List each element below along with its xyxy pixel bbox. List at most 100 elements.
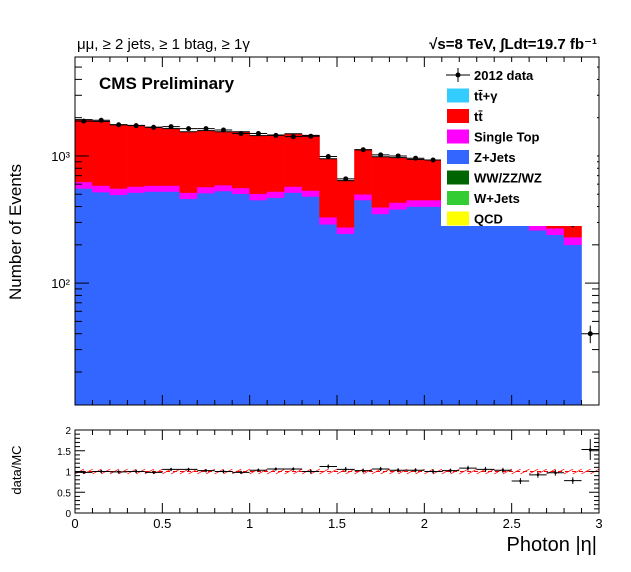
data-point [395,153,401,159]
bar-segment [162,185,181,192]
x-tick-label: 0.5 [153,516,171,531]
bar-segment [406,206,425,406]
data-point [325,154,331,160]
bar-segment [179,131,198,193]
bar-segment [406,159,425,201]
ratio-y-tick-label: 0 [65,509,71,520]
bar-segment [301,190,320,197]
legend-label: tt̄+γ [474,89,498,104]
ratio-point [169,468,173,471]
bar-segment [127,125,146,187]
bar-segment [74,181,93,189]
bar-segment [74,188,93,406]
data-point [238,131,244,137]
bar-segment [266,197,285,406]
bar-segment [92,121,111,186]
x-tick-label: 2 [421,516,428,531]
ratio-y-tick-label: 2 [65,426,71,437]
bar-segment [92,185,111,193]
data-point [430,157,436,163]
ratio-point [187,468,190,471]
ratio-point [571,479,574,482]
bar-segment [214,190,233,406]
ratio-point [327,465,330,468]
data-point [220,127,226,133]
bar-segment [231,187,250,194]
x-tick-label: 3 [595,516,602,531]
ratio-y-tick-label: 0.5 [57,488,71,499]
bar-segment [249,135,268,194]
legend-swatch [447,211,469,226]
bar-segment [406,199,425,207]
bar-segment [336,226,355,234]
band-hatch [537,468,548,475]
data-point [133,123,139,129]
bar-segment [424,199,443,207]
data-point [343,176,349,182]
bar-segment [354,149,373,195]
bar-segment [546,228,565,236]
data-point [203,126,209,132]
data-point [186,126,192,132]
ratio-point [152,471,155,474]
ratio-point [449,469,452,472]
legend: 2012 data tt̄+γ tt̄ Single Top Z+Jets WW/ZZ/W… [441,62,597,227]
bar-segment [476,206,495,406]
x-tick-label: 1 [246,516,253,531]
bar-segment [371,213,390,406]
bar-segment [109,188,128,196]
band-hatch [467,468,478,475]
bar-segment [144,127,163,186]
ratio-y-tick-label: 1.5 [57,447,71,458]
bar-segment [493,206,512,406]
selection-label: μμ, ≥ 2 jets, ≥ 1 btag, ≥ 1γ [77,36,250,53]
bar-segment [179,192,198,200]
x-tick-label: 1.5 [328,516,346,531]
legend-data-marker [455,72,461,78]
legend-swatch [447,191,469,205]
main-x-ticks [74,57,600,405]
bar-segment [389,209,408,406]
y-tick-label: 10² [51,276,70,291]
data-point [587,331,593,337]
cms-preliminary-label: CMS Preliminary [99,74,235,93]
ratio-point [589,448,592,451]
main-y-axis: 10² 10³ [51,56,599,373]
band-hatch [144,468,155,475]
data-point [273,132,279,138]
bar-segment [179,198,198,406]
bar-segment [74,119,93,183]
bar-segment [266,191,285,198]
bar-segment [563,244,582,406]
bar-segment [197,192,215,406]
ratio-point [239,471,243,474]
bar-segment [92,191,111,406]
band-hatch [572,468,582,475]
data-point [168,124,174,130]
ratio-point [274,467,278,471]
bar-segment [371,156,390,208]
bar-segment [144,185,163,192]
bar-segment [144,191,163,406]
legend-swatch [447,88,469,103]
bar-segment [301,196,320,406]
bar-segment [459,206,477,406]
ratio-y-axis-title: data/MC [9,445,24,494]
ratio-point [257,469,260,472]
bar-segment [301,135,320,191]
legend-label: QCD [474,212,503,227]
data-point [290,134,296,140]
band-hatch [83,468,93,475]
data-point [413,155,419,161]
bar-segment [109,194,128,406]
legend-label: tt̄ [474,109,483,124]
ratio-point [222,470,225,473]
bar-segment [336,233,355,406]
data-point [151,124,157,130]
bar-segment [511,222,530,406]
bar-segment [336,180,355,228]
ratio-point [484,468,487,471]
energy-lumi-label: √s=8 TeV, ∫Ldt=19.7 fb⁻¹ [429,36,597,53]
legend-swatch [447,170,469,185]
